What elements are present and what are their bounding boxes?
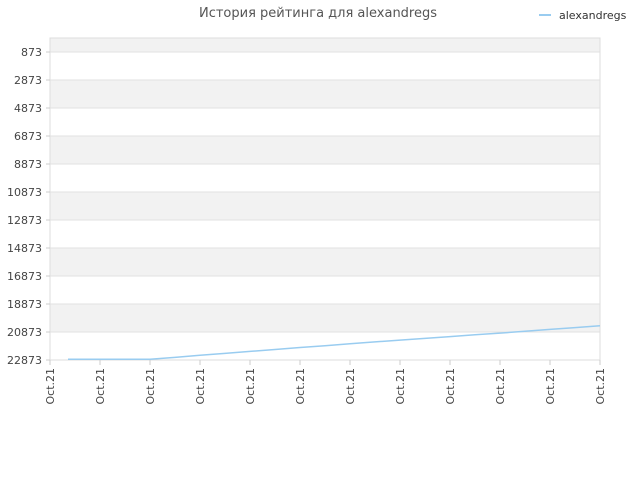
x-tick-label: Oct.21: [444, 368, 457, 405]
x-tick-label: Oct.21: [494, 368, 507, 405]
y-tick-label: 8873: [14, 158, 42, 171]
y-tick-label: 12873: [7, 214, 42, 227]
x-tick-label: Oct.21: [144, 368, 157, 405]
plot-band: [50, 220, 600, 248]
plot-band: [50, 108, 600, 136]
y-tick-label: 2873: [14, 74, 42, 87]
y-tick-label: 14873: [7, 242, 42, 255]
x-tick-label: Oct.21: [294, 368, 307, 405]
chart-title: История рейтинга для alexandregs: [199, 6, 437, 21]
plot-band: [50, 38, 600, 52]
x-axis-ticks: Oct.21 Oct.21 Oct.21 Oct.21 Oct.21 Oct.21 Oct.…: [44, 360, 607, 405]
plot-band: [50, 164, 600, 192]
plot-band: [50, 276, 600, 304]
y-tick-label: 20873: [7, 326, 42, 339]
x-tick-label: Oct.21: [344, 368, 357, 405]
y-tick-label: 16873: [7, 270, 42, 283]
series-line-alexandregs: [68, 325, 601, 361]
legend-label: alexandregs: [559, 9, 627, 22]
plot-band: [50, 192, 600, 220]
x-tick-label: Oct.21: [244, 368, 257, 405]
y-tick-label: 4873: [14, 102, 42, 115]
y-tick-label: 22873: [7, 354, 42, 367]
plot-band: [50, 52, 600, 80]
x-tick-label: Oct.21: [94, 368, 107, 405]
y-tick-label: 18873: [7, 298, 42, 311]
plot-bands: [50, 38, 600, 360]
plot-band: [50, 80, 600, 108]
x-tick-label: Oct.21: [44, 368, 57, 405]
y-axis-ticks: 873 2873 4873 6873 8873 10873 12873 14873 16873 1…: [7, 46, 50, 367]
x-tick-label: Oct.21: [394, 368, 407, 405]
plot-band: [50, 136, 600, 164]
y-tick-label: 6873: [14, 130, 42, 143]
plot-border: [49, 37, 601, 361]
x-tick-label: Oct.21: [594, 368, 607, 405]
plot-band: [50, 304, 600, 332]
y-tick-label: 10873: [7, 186, 42, 199]
plot-band: [50, 248, 600, 276]
y-tick-label: 873: [21, 46, 42, 59]
x-tick-label: Oct.21: [194, 368, 207, 405]
x-tick-label: Oct.21: [544, 368, 557, 405]
